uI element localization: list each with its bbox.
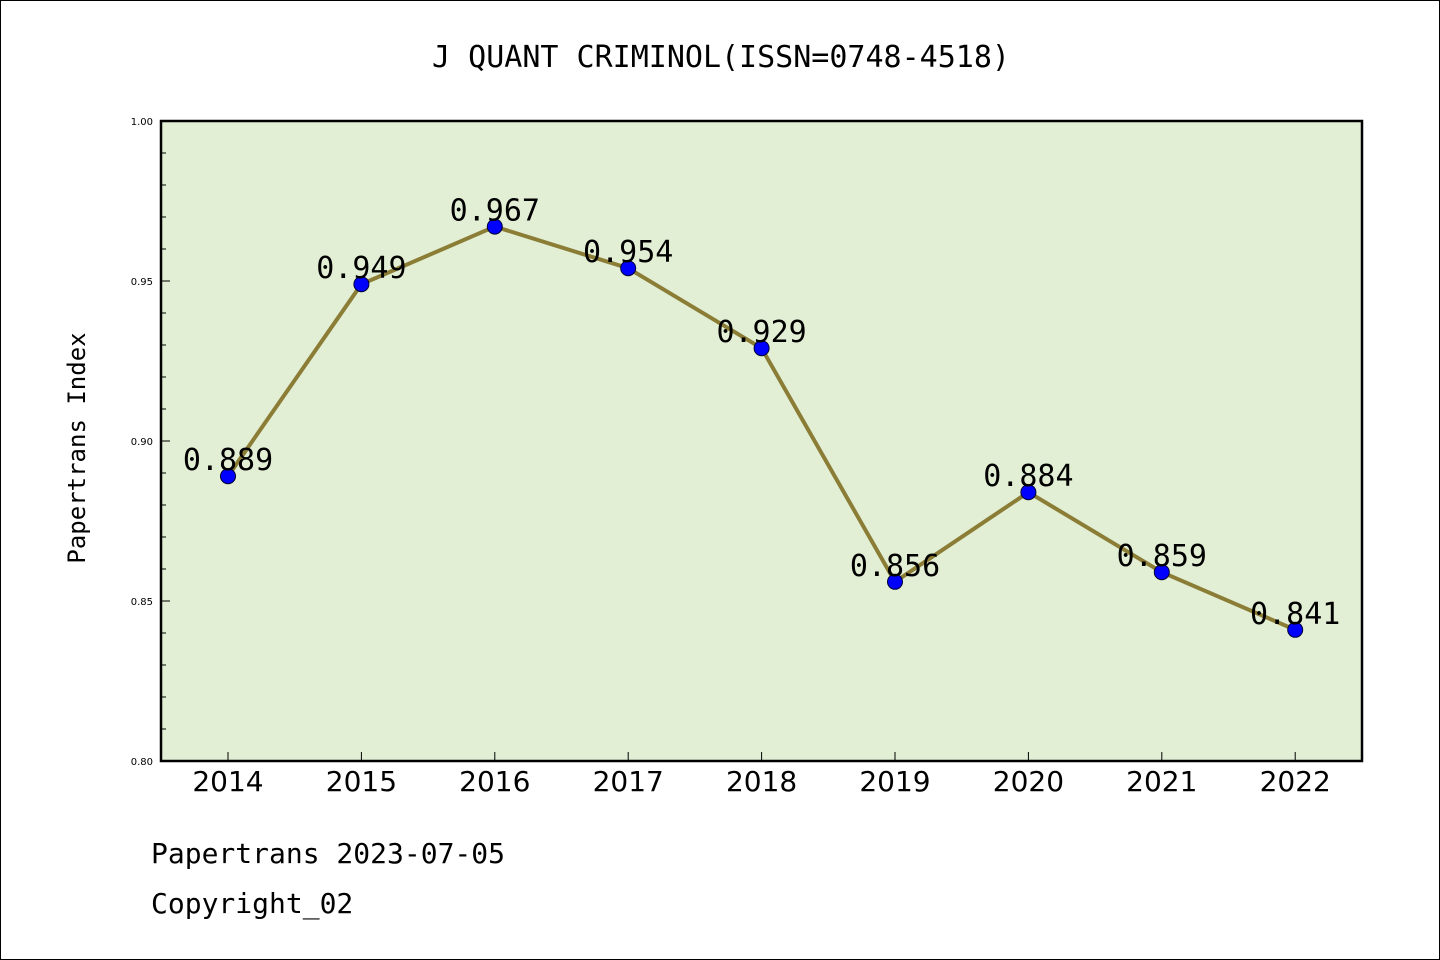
data-point xyxy=(1287,621,1304,638)
data-point xyxy=(220,468,236,485)
x-axis-ticks: 2014 2015 2016 2017 2018 2019 2020 2021 2022 xyxy=(192,752,1331,798)
y-tick-label: 0.85 xyxy=(131,597,153,608)
x-tick-label: 2018 xyxy=(726,765,797,798)
data-labels: 0.889 0.949 0.967 0.954 0.929 0.856 0.884 0.859… xyxy=(183,194,1341,632)
series-markers xyxy=(220,218,1304,638)
data-point xyxy=(753,340,770,357)
data-label: 0.884 xyxy=(983,459,1073,494)
data-point xyxy=(620,260,637,277)
x-tick-label: 2021 xyxy=(1126,765,1197,798)
x-tick-label: 2015 xyxy=(326,765,397,798)
data-point xyxy=(1020,484,1037,501)
x-tick-label: 2016 xyxy=(459,765,530,798)
data-label: 0.949 xyxy=(316,251,406,286)
data-label: 0.967 xyxy=(450,194,540,229)
footer-copyright: Copyright_02 xyxy=(151,887,354,920)
x-tick-label: 2017 xyxy=(593,765,664,798)
y-tick-label: 0.90 xyxy=(131,437,153,448)
x-tick-label: 2014 xyxy=(192,765,263,798)
y-axis-ticks: 0.80 0.85 0.90 0.95 1.00 xyxy=(131,117,170,768)
data-label: 0.856 xyxy=(850,549,940,584)
data-point xyxy=(1153,564,1170,581)
x-tick-label: 2019 xyxy=(859,765,930,798)
x-tick-label: 2022 xyxy=(1260,765,1331,798)
plot-area xyxy=(159,119,1364,763)
x-tick-label: 2020 xyxy=(993,765,1064,798)
data-point xyxy=(486,218,503,235)
data-label: 0.929 xyxy=(716,315,806,350)
data-label: 0.841 xyxy=(1250,597,1340,632)
data-point xyxy=(353,276,370,293)
y-tick-label: 1.00 xyxy=(131,117,153,128)
chart-title: J QUANT CRIMINOL(ISSN=0748-4518) xyxy=(432,40,1010,75)
y-axis-label: Papertrans Index xyxy=(63,332,91,563)
data-label: 0.954 xyxy=(583,235,673,270)
data-label: 0.889 xyxy=(183,443,273,478)
y-tick-label: 0.80 xyxy=(131,757,153,768)
data-point xyxy=(887,573,903,590)
y-tick-label: 0.95 xyxy=(131,277,153,288)
footer-date: Papertrans 2023-07-05 xyxy=(151,837,506,870)
data-label: 0.859 xyxy=(1117,539,1207,574)
